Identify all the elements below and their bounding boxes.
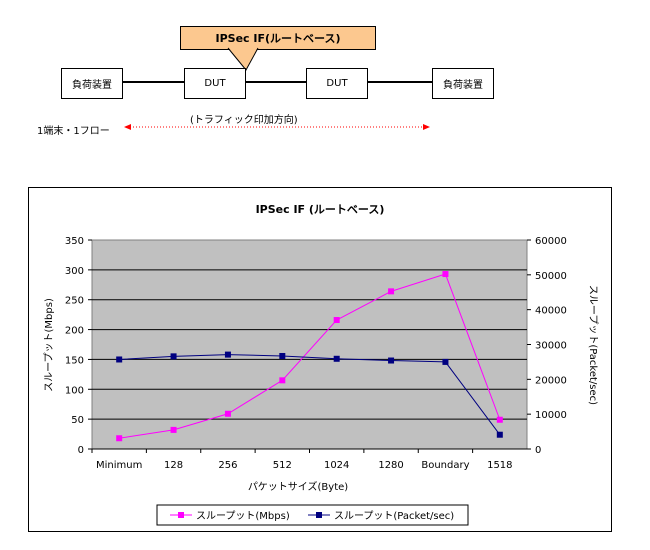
data-point-0 xyxy=(496,416,503,423)
y-axis-label: スループット(Mbps) xyxy=(43,298,55,392)
x-axis-label: パケットサイズ(Byte) xyxy=(248,480,348,493)
data-point-0 xyxy=(170,426,177,433)
chart-title: IPSec IF (ルートベース) xyxy=(256,203,385,216)
series-line-1 xyxy=(119,354,501,436)
callout-pointer xyxy=(227,47,259,71)
plot-area xyxy=(91,239,528,450)
y-tick-label: 0 xyxy=(78,445,84,456)
link-line xyxy=(122,81,185,83)
data-point-1 xyxy=(116,356,123,363)
traffic-arrow xyxy=(124,124,430,130)
x-tick-label: Boundary xyxy=(421,460,469,471)
y-tick-label: 150 xyxy=(65,355,84,366)
legend-label-pps: スループット(Packet/sec) xyxy=(334,510,454,522)
data-point-1 xyxy=(442,358,449,365)
y-tick-label: 250 xyxy=(65,296,84,307)
y2-tick-label: 30000 xyxy=(535,341,567,352)
legend-item-pps: スループット(Packet/sec) xyxy=(308,510,454,522)
y2-tick-label: 50000 xyxy=(535,271,567,282)
y-tick-label: 100 xyxy=(65,385,84,396)
link-line xyxy=(245,81,306,83)
x-tick-label: Minimum xyxy=(96,460,142,471)
load-device-left: 負荷装置 xyxy=(61,68,123,99)
x-tick-label: 512 xyxy=(273,460,292,471)
y2-tick-label: 10000 xyxy=(535,410,567,421)
data-point-0 xyxy=(388,288,395,295)
x-tick-label: 256 xyxy=(218,460,237,471)
dut-left: DUT xyxy=(184,68,246,99)
load-device-right: 負荷装置 xyxy=(432,68,494,99)
x-tick-label: 1280 xyxy=(378,460,403,471)
link-line xyxy=(367,81,432,83)
x-tick-label: 128 xyxy=(164,460,183,471)
callout-ipsec-if: IPSec IF(ルートベース) xyxy=(180,26,376,50)
data-point-1 xyxy=(224,351,231,358)
y-tick-label: 350 xyxy=(65,236,84,247)
y-tick-label: 200 xyxy=(65,326,84,337)
data-point-0 xyxy=(442,271,449,278)
x-tick-label: 1024 xyxy=(324,460,349,471)
legend-label-mbps: スループット(Mbps) xyxy=(196,510,290,522)
y2-axis-label: スループット(Packet/sec) xyxy=(587,285,599,405)
series-line-0 xyxy=(119,273,501,439)
data-point-0 xyxy=(116,435,123,442)
y2-tick-label: 60000 xyxy=(535,236,567,247)
chart-frame xyxy=(28,187,612,532)
x-tick-label: 1518 xyxy=(487,460,512,471)
data-point-0 xyxy=(224,410,231,417)
traffic-direction-label: (トラフィック印加方向) xyxy=(190,115,298,126)
y-tick-label: 50 xyxy=(71,415,84,426)
data-point-1 xyxy=(333,355,340,362)
legend-item-mbps: スループット(Mbps) xyxy=(170,510,290,522)
dut-right: DUT xyxy=(306,68,368,99)
data-point-1 xyxy=(388,357,395,364)
data-point-0 xyxy=(333,317,340,324)
y2-tick-label: 20000 xyxy=(535,375,567,386)
y2-tick-label: 0 xyxy=(535,445,541,456)
data-point-1 xyxy=(496,431,503,438)
data-point-1 xyxy=(279,352,286,359)
flow-label: 1端末・1フロー xyxy=(37,126,110,137)
y2-tick-label: 40000 xyxy=(535,306,567,317)
data-point-0 xyxy=(279,377,286,384)
data-point-1 xyxy=(170,353,177,360)
y-tick-label: 300 xyxy=(65,266,84,277)
